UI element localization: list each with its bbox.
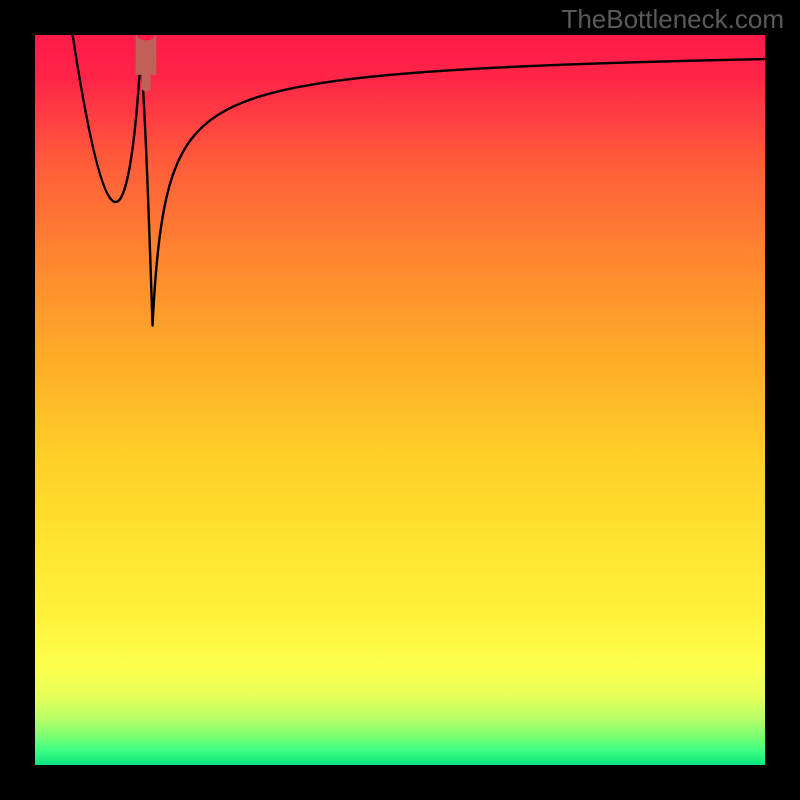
chart-svg: TheBottleneck.com [0,0,800,800]
gradient-background [35,35,765,765]
watermark-text: TheBottleneck.com [561,4,784,34]
bottleneck-chart: TheBottleneck.com [0,0,800,800]
